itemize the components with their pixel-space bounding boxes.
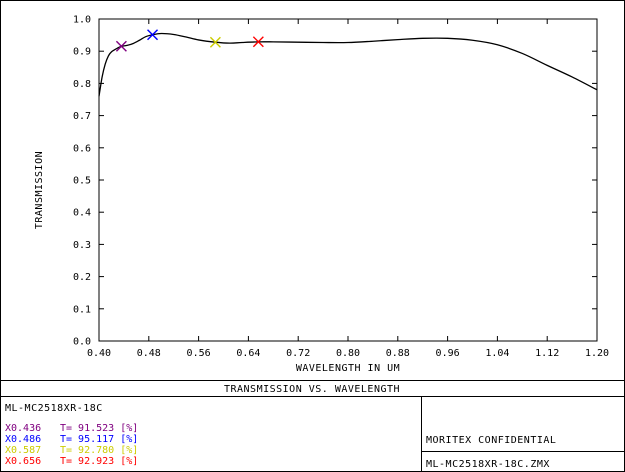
wavelength-markers [115, 29, 264, 52]
x-tick-label: 0.88 [386, 348, 410, 359]
y-tick-label: 0.5 [73, 176, 91, 187]
legend-transmission: T= 92.780 [%] [60, 445, 138, 456]
y-tick-label: 0.8 [73, 79, 91, 90]
x-tick-label: 0.72 [286, 348, 310, 359]
legend-transmission: T= 91.523 [%] [60, 423, 138, 434]
chart-title: TRANSMISSION VS. WAVELENGTH [224, 384, 400, 395]
x-marker [115, 40, 127, 52]
y-axis-label: TRANSMISSION [34, 151, 45, 229]
plot-area-border [98, 18, 598, 342]
y-tick-label: 0.7 [73, 111, 91, 122]
y-tick-label: 0.4 [73, 208, 91, 219]
x-marker [252, 36, 264, 48]
x-tick-label: 0.96 [436, 348, 460, 359]
x-tick-label: 0.56 [187, 348, 211, 359]
x-marker [209, 36, 221, 48]
x-tick-label: 1.20 [585, 348, 609, 359]
legend-wavelength: X0.587 [5, 445, 41, 456]
legend-wavelength: X0.436 [5, 423, 41, 434]
legend-transmission: T= 95.117 [%] [60, 434, 138, 445]
confidential-label: MORITEX CONFIDENTIAL [426, 435, 556, 446]
file-name: ML-MC2518XR-18C.ZMX [426, 459, 550, 470]
legend-wavelength: X0.656 [5, 456, 41, 467]
x-marker [147, 29, 159, 41]
y-tick-label: 0.1 [73, 304, 91, 315]
legend-transmission: T= 92.923 [%] [60, 456, 138, 467]
y-axis-ticks: 0.0 0.1 0.2 0.3 0.4 0.5 0.6 0.7 0.8 0.9 1.0 [73, 15, 597, 348]
y-tick-label: 0.2 [73, 272, 91, 283]
legend-wavelength: X0.486 [5, 434, 41, 445]
x-axis-ticks: 0.40 0.48 0.56 0.64 0.72 0.80 0.88 0.96 1.04 1.12… [87, 19, 609, 359]
y-tick-label: 0.0 [73, 337, 91, 348]
x-tick-label: 0.40 [87, 348, 111, 359]
lens-name: ML-MC2518XR-18C [5, 403, 103, 414]
x-tick-label: 1.04 [485, 348, 509, 359]
y-tick-label: 0.6 [73, 143, 91, 154]
y-tick-label: 1.0 [73, 15, 91, 26]
y-tick-label: 0.9 [73, 47, 91, 58]
transmission-curve [98, 32, 598, 97]
x-tick-label: 0.64 [236, 348, 260, 359]
x-axis-label: WAVELENGTH IN UM [296, 363, 400, 374]
x-tick-label: 0.48 [137, 348, 161, 359]
x-tick-label: 0.80 [336, 348, 360, 359]
x-tick-label: 1.12 [535, 348, 559, 359]
marker-legend: X0.436 T= 91.523 [%] X0.486 T= 95.117 [%] X0… [5, 423, 138, 467]
y-tick-label: 0.3 [73, 240, 91, 251]
